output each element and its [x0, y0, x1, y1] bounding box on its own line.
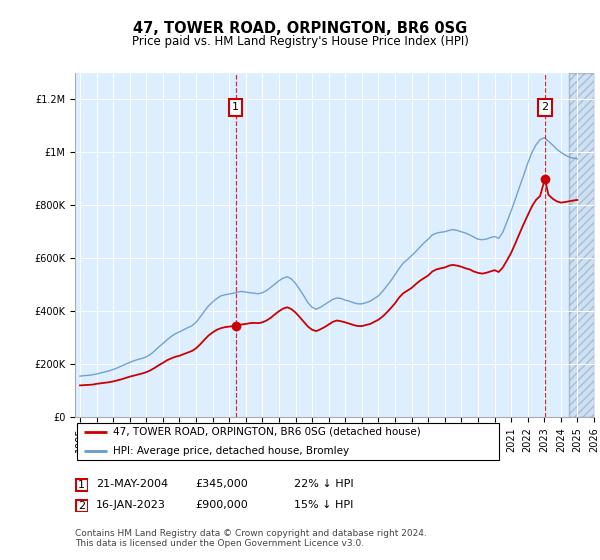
- Text: 21-MAY-2004: 21-MAY-2004: [96, 479, 168, 489]
- Text: Contains HM Land Registry data © Crown copyright and database right 2024.: Contains HM Land Registry data © Crown c…: [75, 529, 427, 538]
- FancyBboxPatch shape: [76, 500, 88, 512]
- Text: HPI: Average price, detached house, Bromley: HPI: Average price, detached house, Brom…: [113, 446, 349, 456]
- Text: 22% ↓ HPI: 22% ↓ HPI: [294, 479, 353, 489]
- Text: £345,000: £345,000: [195, 479, 248, 489]
- Text: 2: 2: [541, 102, 548, 112]
- Text: 1: 1: [78, 480, 85, 490]
- Text: 16-JAN-2023: 16-JAN-2023: [96, 500, 166, 510]
- Text: £900,000: £900,000: [195, 500, 248, 510]
- Text: Price paid vs. HM Land Registry's House Price Index (HPI): Price paid vs. HM Land Registry's House …: [131, 35, 469, 48]
- Text: 2: 2: [78, 501, 85, 511]
- Text: 47, TOWER ROAD, ORPINGTON, BR6 0SG (detached house): 47, TOWER ROAD, ORPINGTON, BR6 0SG (deta…: [113, 427, 421, 437]
- Text: 15% ↓ HPI: 15% ↓ HPI: [294, 500, 353, 510]
- FancyBboxPatch shape: [538, 99, 551, 116]
- Text: 1: 1: [232, 102, 239, 112]
- FancyBboxPatch shape: [229, 99, 242, 116]
- Text: This data is licensed under the Open Government Licence v3.0.: This data is licensed under the Open Gov…: [75, 539, 364, 548]
- Text: 47, TOWER ROAD, ORPINGTON, BR6 0SG: 47, TOWER ROAD, ORPINGTON, BR6 0SG: [133, 21, 467, 36]
- FancyBboxPatch shape: [76, 479, 88, 491]
- FancyBboxPatch shape: [77, 423, 499, 460]
